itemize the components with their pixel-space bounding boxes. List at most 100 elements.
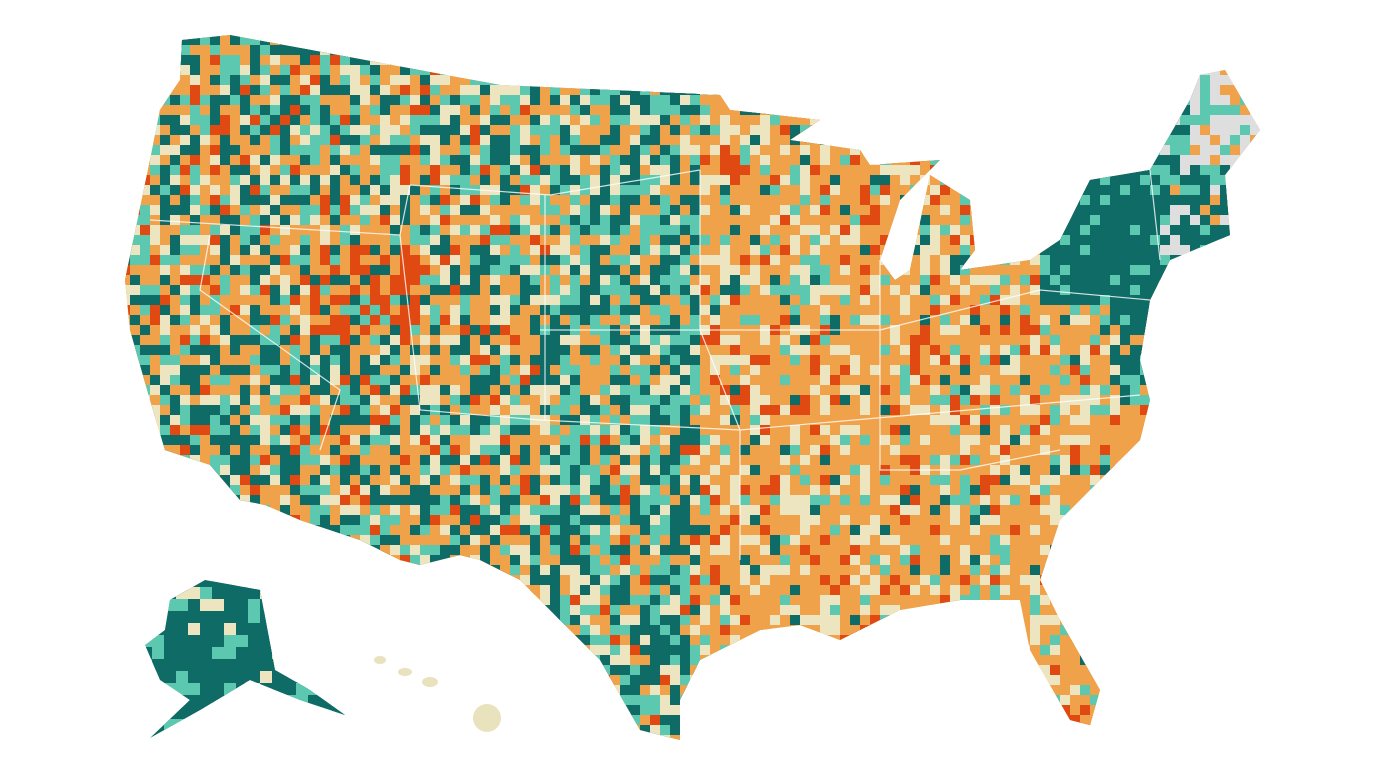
county [170,205,180,215]
county [690,35,710,45]
county [710,115,720,125]
county [1060,115,1080,135]
county [510,365,520,375]
county [1240,225,1250,235]
county [125,395,130,415]
county [740,45,750,55]
county [390,35,420,45]
county [1200,295,1210,305]
county [660,35,690,45]
county [1120,45,1130,55]
county [190,155,200,165]
county [910,405,920,415]
county [1170,395,1190,405]
county [750,35,780,45]
county [870,105,890,125]
county [1070,55,1090,65]
county [400,225,410,235]
county [1020,45,1030,55]
county [160,195,170,205]
county [390,45,410,55]
county [730,75,740,85]
county [1020,35,1040,45]
county [1170,435,1190,445]
county [125,55,130,75]
county [500,95,510,105]
county [410,445,420,455]
county [940,85,950,105]
county [1040,45,1060,55]
county [200,185,210,195]
county [610,115,620,125]
county [990,105,1010,115]
county [350,35,370,45]
county [670,75,700,85]
county [420,435,430,445]
county [1170,345,1190,365]
county [250,115,260,125]
county [130,395,140,415]
county [930,125,960,145]
county [890,135,910,155]
county [390,135,400,145]
county [1140,65,1150,85]
county [940,115,950,135]
county [980,225,1010,245]
county [125,115,130,125]
county [1180,175,1190,185]
county [1080,165,1090,175]
county [1020,215,1040,225]
county [125,225,130,235]
county [340,285,350,295]
county [1050,135,1060,145]
county [1210,355,1240,365]
county [720,65,730,75]
county [820,275,830,285]
county [480,35,500,45]
county [690,145,700,155]
county [760,305,770,315]
county [1040,85,1050,105]
county [820,95,840,115]
county [810,285,820,295]
county [1090,65,1120,85]
county [1200,325,1210,335]
county [760,65,790,75]
county [1140,95,1170,105]
county [125,395,140,405]
county [1220,255,1240,265]
county [1210,445,1240,455]
county [1210,365,1220,385]
county [770,85,780,95]
county [1070,155,1100,165]
county [1220,265,1230,275]
county [760,265,770,275]
county [125,445,130,465]
county [770,135,780,145]
county [1180,295,1210,315]
county [420,185,430,195]
county [1040,195,1070,205]
county [940,45,960,55]
county [1060,375,1070,385]
county [960,45,990,55]
county [850,95,880,105]
county [840,105,870,125]
county [860,105,870,115]
county [1030,385,1040,395]
county [750,65,780,75]
county [270,35,300,45]
county [350,385,360,395]
county [690,85,720,95]
county [430,135,440,145]
county [860,125,890,135]
county [920,95,940,105]
county [820,105,830,115]
county [1050,165,1070,185]
county [390,345,400,355]
county [1110,55,1120,75]
county [810,75,830,95]
county [1040,55,1050,75]
county [1120,115,1150,125]
county [480,215,490,225]
